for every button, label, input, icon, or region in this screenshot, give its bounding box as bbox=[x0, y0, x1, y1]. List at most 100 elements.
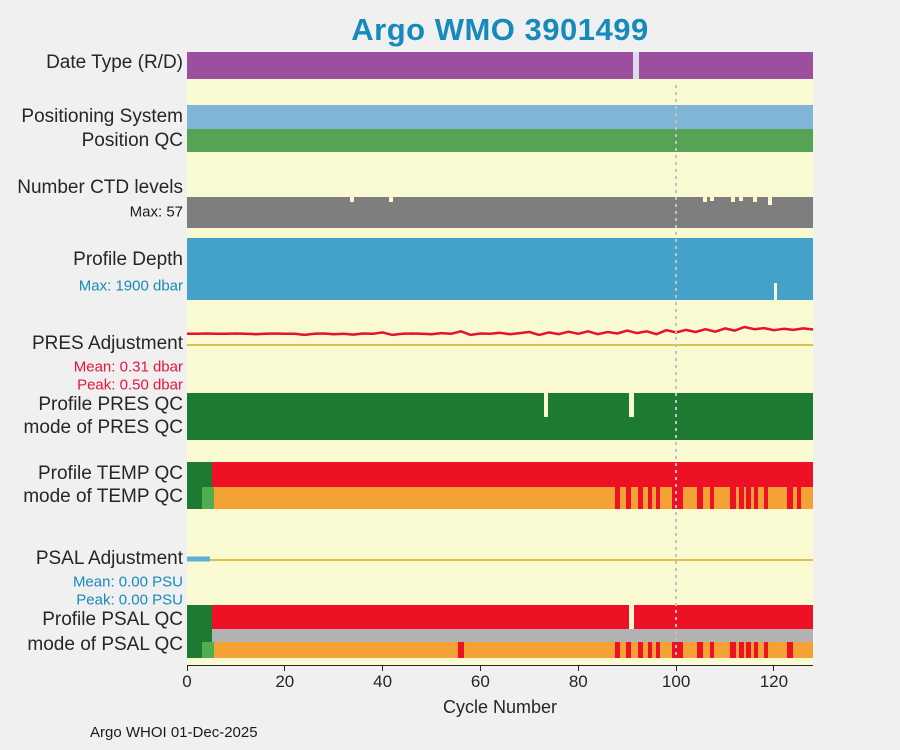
row-label: Max: 57 bbox=[129, 203, 183, 221]
x-tick bbox=[479, 665, 481, 671]
notch-number-ctd-levels bbox=[752, 197, 757, 202]
notch-number-ctd-levels bbox=[703, 197, 707, 202]
band-mode-psal-qc bbox=[187, 642, 202, 658]
x-axis-line bbox=[187, 665, 813, 666]
mark-mode-psal-qc bbox=[730, 642, 737, 658]
x-tick bbox=[186, 665, 188, 671]
row-label: Date Type (R/D) bbox=[46, 52, 183, 73]
mark-mode-temp-qc bbox=[637, 487, 643, 509]
notch-number-ctd-levels bbox=[739, 197, 744, 201]
x-tick-label: 20 bbox=[275, 672, 295, 691]
mark-mode-psal-qc bbox=[754, 642, 759, 658]
mark-mode-psal-qc bbox=[763, 642, 769, 658]
row-label: Max: 1900 dbar bbox=[78, 277, 183, 295]
mark-mode-temp-qc bbox=[746, 487, 751, 509]
x-tick bbox=[382, 665, 384, 671]
mark-mode-psal-qc bbox=[746, 642, 751, 658]
x-tick bbox=[675, 665, 677, 671]
x-axis-title: Cycle Number bbox=[442, 697, 558, 717]
band-profile-temp-qc bbox=[211, 462, 813, 487]
row-label: PRES Adjustment bbox=[31, 333, 183, 354]
mark-mode-temp-qc bbox=[738, 487, 744, 509]
row-label: Positioning System bbox=[21, 106, 183, 127]
row-label: Profile PRES QC bbox=[38, 394, 183, 415]
band-profile-pres-qc bbox=[187, 393, 544, 417]
band-mode-temp-qc bbox=[213, 487, 813, 509]
mark-mode-psal-qc bbox=[637, 642, 643, 658]
notch-number-ctd-levels bbox=[710, 197, 715, 201]
row-label: mode of PRES QC bbox=[23, 417, 183, 438]
notch-profile-depth bbox=[774, 283, 778, 300]
band-positioning-system bbox=[187, 105, 813, 129]
notch-number-ctd-levels bbox=[349, 197, 354, 202]
row-label: Peak: 0.00 PSU bbox=[76, 591, 183, 609]
row-label: Profile PSAL QC bbox=[42, 609, 183, 630]
row-label: Profile TEMP QC bbox=[37, 463, 183, 484]
band-mode-psal-mode-band bbox=[211, 629, 813, 642]
mark-mode-psal-qc bbox=[625, 642, 631, 658]
band-profile-pres-qc bbox=[547, 393, 630, 417]
row-label: Peak: 0.50 dbar bbox=[77, 376, 183, 394]
band-profile-pres-qc bbox=[629, 393, 634, 417]
mark-mode-psal-qc bbox=[672, 642, 683, 658]
mark-mode-psal-qc bbox=[648, 642, 653, 658]
band-position-qc bbox=[187, 129, 813, 152]
x-tick bbox=[577, 665, 579, 671]
x-tick-label: 60 bbox=[470, 672, 490, 691]
band-mode-psal-mode-band bbox=[187, 629, 212, 642]
row-label: PSAL Adjustment bbox=[35, 548, 183, 569]
band-profile-depth bbox=[187, 238, 813, 300]
band-mode-psal-qc bbox=[201, 642, 214, 658]
band-mode-temp-qc bbox=[201, 487, 214, 509]
band-mode-psal-qc bbox=[213, 642, 813, 658]
mark-mode-temp-qc bbox=[796, 487, 801, 509]
band-profile-psal-qc bbox=[634, 605, 813, 629]
mark-mode-psal-qc bbox=[656, 642, 660, 658]
x-tick-label: 120 bbox=[759, 672, 789, 691]
band-profile-psal-qc bbox=[187, 605, 212, 629]
band-profile-pres-qc bbox=[544, 393, 548, 417]
band-profile-psal-qc bbox=[629, 605, 634, 629]
band-mode-pres-qc bbox=[187, 417, 813, 440]
band-mode-temp-qc bbox=[187, 487, 202, 509]
mark-mode-psal-qc bbox=[697, 642, 703, 658]
band-profile-temp-qc bbox=[187, 462, 212, 487]
reference-line-cycle-100 bbox=[675, 85, 678, 658]
band-profile-psal-qc bbox=[211, 605, 630, 629]
mark-mode-temp-qc bbox=[614, 487, 620, 509]
band-date-type bbox=[638, 52, 813, 79]
x-tick-label: 40 bbox=[373, 672, 393, 691]
mark-mode-psal-qc bbox=[787, 642, 793, 658]
row-label: mode of PSAL QC bbox=[27, 634, 183, 655]
band-profile-pres-qc bbox=[634, 393, 813, 417]
x-tick-label: 100 bbox=[661, 672, 691, 691]
pres-adjustment-line bbox=[187, 325, 814, 337]
mark-mode-psal-qc bbox=[738, 642, 744, 658]
row-label: Mean: 0.00 PSU bbox=[72, 573, 183, 591]
notch-number-ctd-levels bbox=[730, 197, 735, 202]
row-label: Profile Depth bbox=[73, 249, 183, 270]
row-label: Position QC bbox=[81, 130, 183, 151]
mark-mode-temp-qc bbox=[625, 487, 631, 509]
mark-mode-temp-qc bbox=[754, 487, 759, 509]
mark-mode-temp-qc bbox=[656, 487, 660, 509]
mark-mode-temp-qc bbox=[787, 487, 793, 509]
plot-area: 0 20 40 60 80 100 120 bbox=[182, 52, 814, 691]
mark-mode-temp-qc bbox=[710, 487, 715, 509]
band-date-type bbox=[633, 52, 639, 79]
band-date-type bbox=[187, 52, 633, 79]
notch-number-ctd-levels bbox=[767, 197, 773, 205]
mark-mode-psal-qc bbox=[457, 642, 465, 658]
mark-mode-temp-qc bbox=[697, 487, 703, 509]
figure-title: Argo WMO 3901499 bbox=[351, 12, 649, 47]
mark-mode-temp-qc bbox=[672, 487, 683, 509]
mark-mode-psal-qc bbox=[710, 642, 715, 658]
x-tick-label: 80 bbox=[568, 672, 588, 691]
mark-mode-temp-qc bbox=[730, 487, 737, 509]
row-label: Mean: 0.31 dbar bbox=[73, 358, 183, 376]
row-label: mode of TEMP QC bbox=[23, 486, 183, 507]
footer-credit: Argo WHOI 01-Dec-2025 bbox=[90, 724, 258, 741]
x-tick bbox=[284, 665, 286, 671]
mark-mode-temp-qc bbox=[763, 487, 769, 509]
